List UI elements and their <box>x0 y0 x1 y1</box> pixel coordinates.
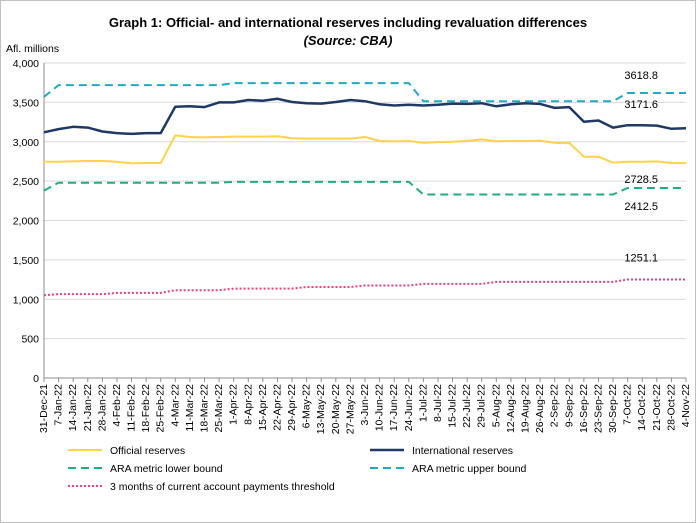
y-tick-label: 4,000 <box>13 58 39 70</box>
legend-label: 3 months of current account payments thr… <box>110 481 335 493</box>
x-tick-label: 23-Sep-22 <box>592 384 604 433</box>
x-tick-label: 20-May-22 <box>330 384 342 434</box>
legend-label: ARA metric lower bound <box>110 463 223 475</box>
x-tick-label: 8-Jul-22 <box>432 384 444 422</box>
x-tick-label: 29-Jul-22 <box>476 384 488 428</box>
x-tick-label: 24-Jun-22 <box>403 384 415 431</box>
x-tick-label: 1-Jul-22 <box>417 384 429 422</box>
y-tick-label: 2,500 <box>13 176 39 188</box>
data-label: 1251.1 <box>624 252 658 264</box>
annotations: 3618.8 3171.6 2728.5 2412.5 1251.1 <box>624 70 658 264</box>
x-tick-label: 4-Mar-22 <box>169 384 181 427</box>
x-tick-label: 25-Feb-22 <box>155 384 167 433</box>
y-tick-label: 0 <box>33 373 39 385</box>
y-tick-labels: 0 500 1,000 1,500 2,000 2,500 3,000 3,500 4,000 <box>13 58 39 385</box>
x-tick-label: 8-Apr-22 <box>242 384 254 425</box>
x-tick-label: 7-Oct-22 <box>622 384 634 425</box>
data-label: 3171.6 <box>624 99 658 111</box>
y-tick-label: 1,000 <box>13 294 39 306</box>
series-line-3-months-of-current-account-payments-threshold <box>43 278 686 297</box>
x-tick-label: 22-Apr-22 <box>271 384 283 431</box>
series-lines <box>43 82 687 297</box>
x-tick-label: 26-Aug-22 <box>534 384 546 433</box>
x-tick-label: 13-May-22 <box>315 384 327 434</box>
x-tick-label: 21-Oct-22 <box>651 384 663 431</box>
legend-label: ARA metric upper bound <box>412 463 527 475</box>
chart-subtitle: (Source: CBA) <box>304 33 393 48</box>
x-tick-label: 18-Feb-22 <box>140 384 152 433</box>
x-tick-label: 12-Aug-22 <box>505 384 517 433</box>
x-tick-label: 4-Feb-22 <box>111 384 123 427</box>
chart-title: Graph 1: Official- and international res… <box>109 15 587 30</box>
x-tick-label: 1-Apr-22 <box>228 384 240 425</box>
x-tick-label: 21-Jan-22 <box>82 384 94 431</box>
x-tick-label: 30-Sep-22 <box>607 384 619 433</box>
x-tick-label: 22-Jul-22 <box>461 384 473 428</box>
x-tick-label: 7-Jan-22 <box>53 384 65 426</box>
x-tick-label: 3-Jun-22 <box>359 384 371 426</box>
data-label: 2412.5 <box>624 201 658 213</box>
x-tick-label: 4-Nov-22 <box>680 384 692 427</box>
x-tick-label: 15-Apr-22 <box>257 384 269 431</box>
y-axis-label: Afl. millions <box>6 43 59 55</box>
data-label: 2728.5 <box>624 174 658 186</box>
x-tick-label: 29-Apr-22 <box>286 384 298 431</box>
x-tick-label: 5-Aug-22 <box>490 384 502 427</box>
x-tick-label: 28-Oct-22 <box>665 384 677 431</box>
legend: Official reserves International reserves A… <box>68 445 527 493</box>
x-tick-label: 28-Jan-22 <box>96 384 108 431</box>
series-line-ara-metric-lower-bound <box>43 180 686 196</box>
x-tick-label: 17-Jun-22 <box>388 384 400 431</box>
x-tick-label: 14-Jan-22 <box>67 384 79 431</box>
x-tick-label: 25-Mar-22 <box>213 384 225 433</box>
x-tick-label: 9-Sep-22 <box>563 384 575 427</box>
x-tick-label: 18-Mar-22 <box>199 384 211 433</box>
y-tick-label: 2,000 <box>13 216 39 228</box>
y-tick-label: 3,500 <box>13 97 39 109</box>
gridlines <box>44 62 686 340</box>
x-tick-label: 14-Oct-22 <box>636 384 648 431</box>
legend-label: International reserves <box>412 445 513 457</box>
y-tick-label: 1,500 <box>13 255 39 267</box>
series-line-international-reserves <box>43 97 687 136</box>
x-tick-label: 11-Mar-22 <box>184 384 196 432</box>
x-tick-label: 19-Aug-22 <box>520 384 532 433</box>
x-tick-label: 27-May-22 <box>344 384 356 434</box>
x-tick-label: 15-Jul-22 <box>447 384 459 428</box>
x-tick-labels: 31-Dec-21 7-Jan-22 14-Jan-22 21-Jan-22 28-Ja… <box>38 384 692 434</box>
axes <box>43 63 687 382</box>
x-tick-label: 16-Sep-22 <box>578 384 590 433</box>
legend-label: Official reserves <box>110 445 185 457</box>
x-tick-label: 2-Sep-22 <box>549 384 561 427</box>
series-line-ara-metric-upper-bound <box>43 82 686 103</box>
x-tick-label: 11-Feb-22 <box>126 384 138 432</box>
x-tick-label: 31-Dec-21 <box>38 384 50 433</box>
data-label: 3618.8 <box>624 70 658 82</box>
y-tick-label: 500 <box>21 334 39 346</box>
x-tick-label: 6-May-22 <box>301 384 313 429</box>
x-tick-label: 10-Jun-22 <box>374 384 386 431</box>
series-line-official-reserves <box>44 134 687 165</box>
y-tick-label: 3,000 <box>13 137 39 149</box>
